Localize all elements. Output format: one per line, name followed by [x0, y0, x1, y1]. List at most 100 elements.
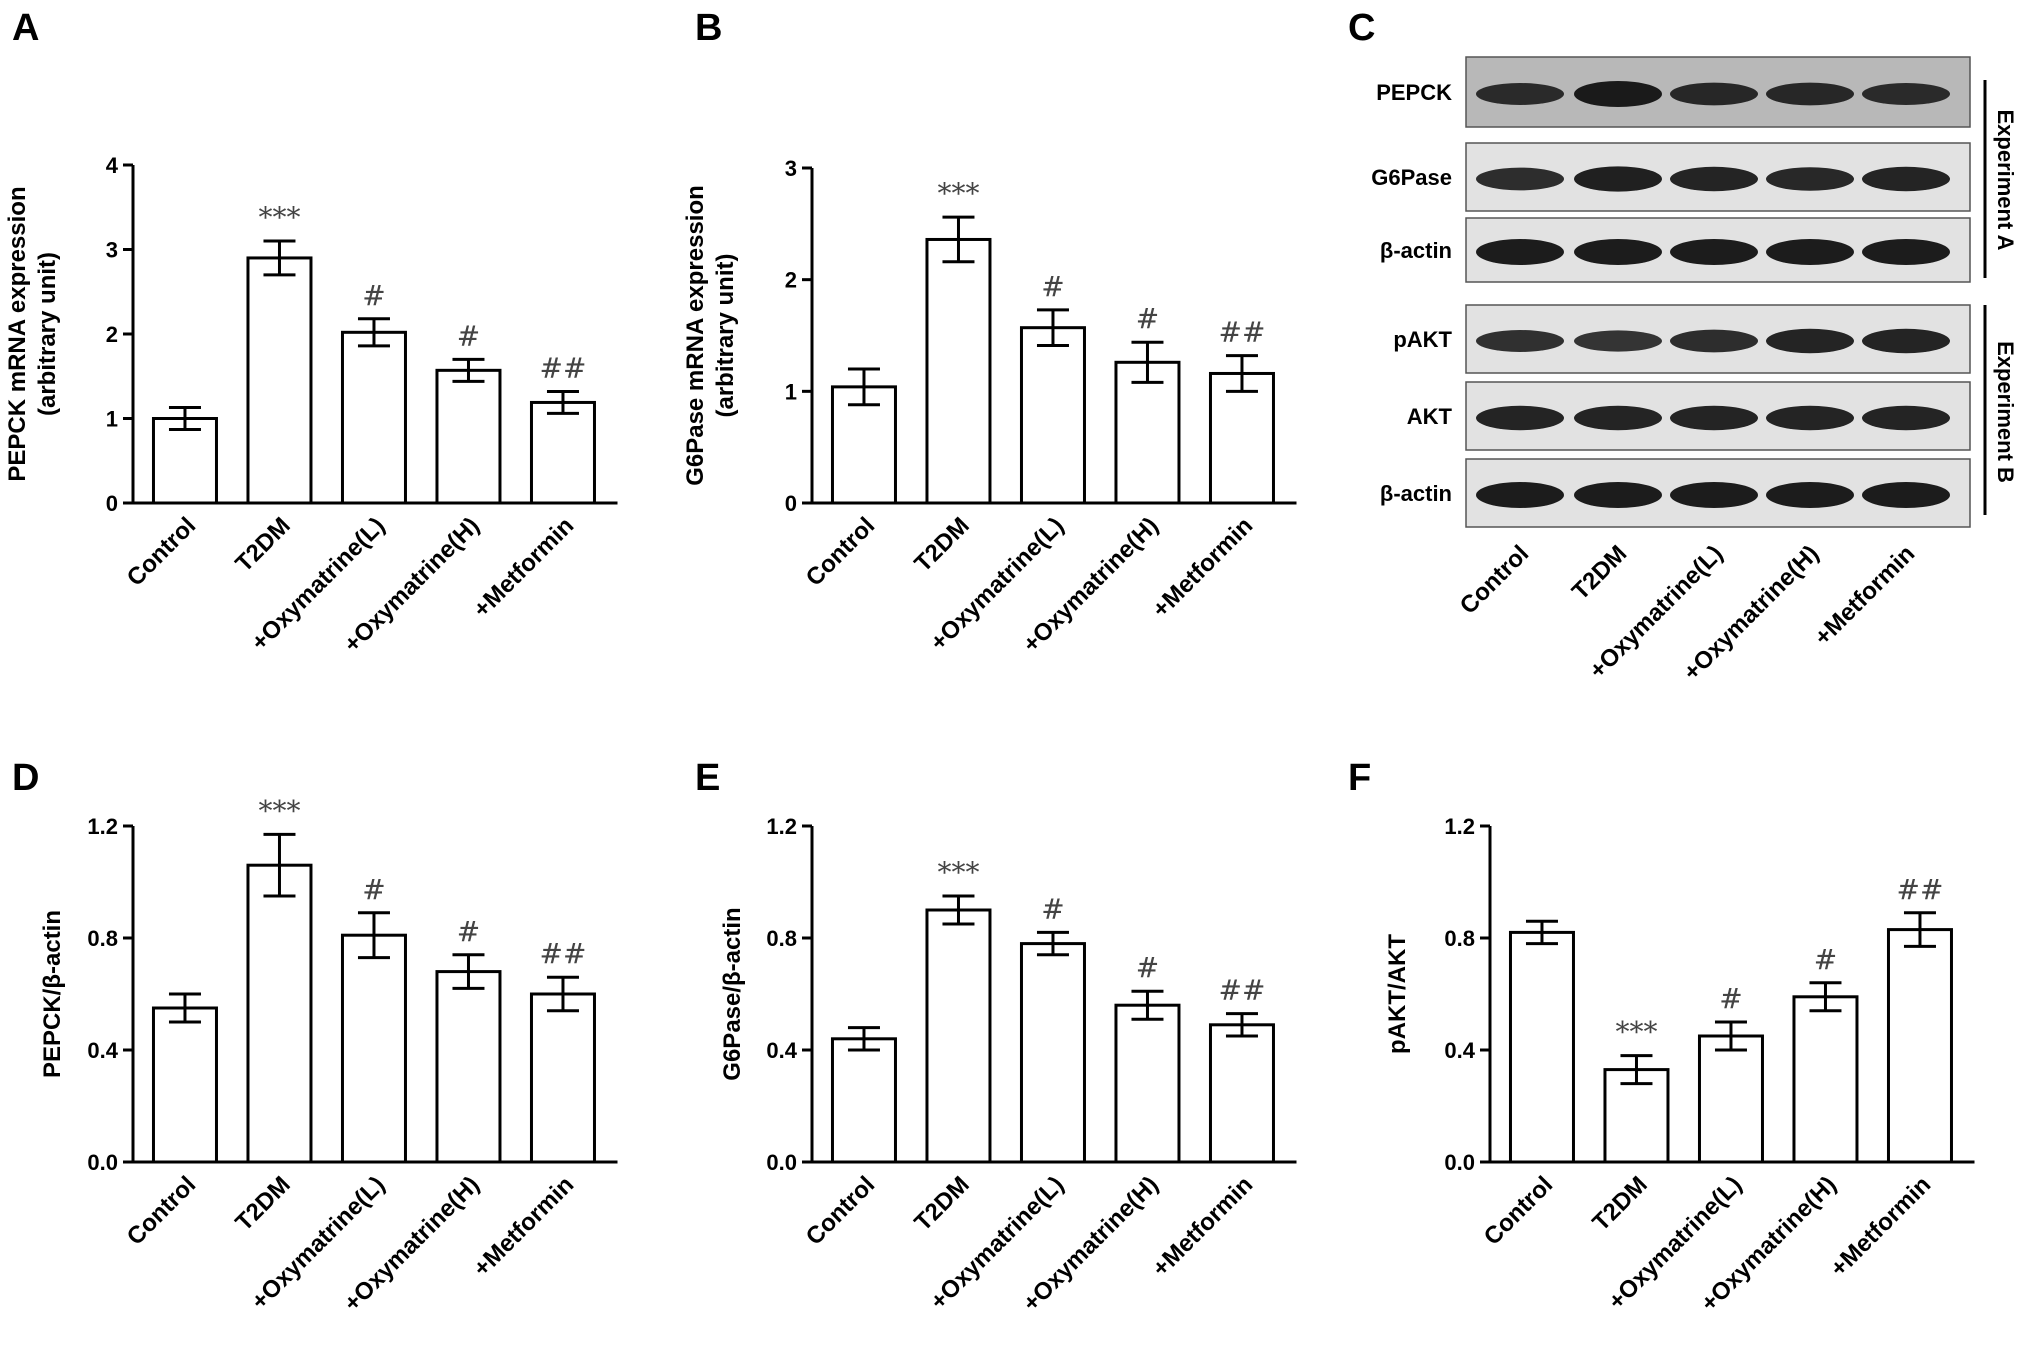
category-label: T2DM	[230, 1171, 295, 1236]
y-axis-title: PEPCK mRNA expression	[4, 186, 31, 481]
bar-3	[1019, 942, 1086, 1164]
blot-row-label: G6Pase	[1371, 165, 1452, 190]
blot-row: β-actin	[1380, 217, 1971, 283]
category-label: T2DM	[230, 512, 295, 577]
y-tick-label: 0.8	[766, 926, 797, 951]
y-axis-title: (arbitrary unit)	[34, 252, 61, 416]
bar-3	[1019, 326, 1086, 505]
category-label: +Metformin	[468, 512, 579, 623]
bar-1	[151, 1006, 218, 1164]
blot-row-label: β-actin	[1380, 481, 1452, 506]
bar-4	[1792, 995, 1859, 1164]
significance-marker: #	[1136, 951, 1159, 984]
y-tick-label: 0.8	[87, 926, 118, 951]
blot-row-label: AKT	[1407, 404, 1453, 429]
blot-band	[1574, 330, 1662, 352]
blot-row-label: PEPCK	[1376, 80, 1452, 105]
chart-panel-d: D 0.0 0.4 0.8 1.2 PEPCK/β-actin Control *** T2DM…	[12, 757, 618, 1317]
y-tick-label: 0.0	[1444, 1150, 1475, 1175]
blot-band	[1862, 482, 1950, 508]
significance-marker: ##	[1219, 316, 1266, 349]
chart-panel-b: B 0 1 2 3 G6Pase mRNA expression (arbitrary un…	[682, 7, 1297, 658]
experiment-a-label: Experiment A	[1993, 109, 2018, 250]
y-tick-label: 2	[106, 322, 118, 347]
category-label: Control	[801, 1171, 880, 1250]
category-label: T2DM	[909, 512, 974, 577]
bar-5	[529, 400, 596, 505]
blot-band	[1862, 405, 1950, 431]
y-tick-label: 1.2	[87, 814, 118, 839]
y-tick-label: 3	[106, 238, 118, 263]
blot-band	[1766, 328, 1854, 354]
bar-5	[1208, 371, 1275, 505]
category-label: +Metformin	[1825, 1171, 1936, 1282]
significance-marker: ##	[540, 351, 587, 384]
significance-marker: #	[457, 915, 480, 948]
blot-band	[1574, 482, 1662, 508]
blot-row: β-actin	[1380, 458, 1971, 528]
blot-band	[1766, 82, 1854, 106]
category-label: Control	[801, 512, 880, 591]
significance-marker: #	[1136, 302, 1159, 335]
y-tick-label: 0.4	[766, 1038, 797, 1063]
blot-row-label: pAKT	[1393, 327, 1452, 352]
lane-label: Control	[1455, 540, 1534, 619]
y-tick-label: 0.4	[87, 1038, 118, 1063]
bar-1	[1508, 930, 1575, 1164]
y-tick-label: 0.4	[1444, 1038, 1475, 1063]
blot-band	[1476, 330, 1564, 352]
panel-letter: F	[1348, 757, 1371, 799]
bar-2	[246, 256, 313, 505]
y-tick-label: 1	[106, 407, 118, 432]
lane-label: T2DM	[1567, 540, 1632, 605]
blot-band	[1574, 166, 1662, 192]
bar-4	[435, 368, 502, 505]
blot-band	[1862, 166, 1950, 192]
blot-band	[1766, 167, 1854, 191]
y-axis-title: PEPCK/β-actin	[39, 910, 66, 1078]
blot-band	[1862, 239, 1950, 265]
bar-2	[246, 863, 313, 1164]
blot-band	[1476, 167, 1564, 191]
y-axis-title: pAKT/AKT	[1384, 934, 1411, 1054]
significance-marker: ***	[1615, 1016, 1657, 1049]
blot-band	[1670, 239, 1758, 265]
y-tick-label: 2	[785, 268, 797, 293]
significance-marker: #	[1814, 943, 1837, 976]
bar-3	[340, 933, 407, 1164]
bar-3	[1697, 1034, 1764, 1164]
blot-band	[1670, 82, 1758, 106]
significance-marker: #	[457, 319, 480, 352]
panel-letter: D	[12, 757, 39, 799]
bar-4	[1114, 360, 1181, 505]
bar-5	[1886, 928, 1953, 1164]
blot-band	[1574, 405, 1662, 431]
panel-letter: B	[695, 7, 722, 49]
blot-band	[1574, 81, 1662, 107]
y-tick-label: 1.2	[1444, 814, 1475, 839]
panel-letter: E	[695, 757, 720, 799]
blot-band	[1670, 405, 1758, 431]
y-tick-label: 4	[106, 153, 119, 178]
y-axis-title: (arbitrary unit)	[712, 253, 739, 417]
y-tick-label: 0.8	[1444, 926, 1475, 951]
significance-marker: ##	[540, 937, 587, 970]
y-tick-label: 0.0	[766, 1150, 797, 1175]
significance-marker: ***	[937, 177, 979, 210]
y-tick-label: 0	[106, 491, 118, 516]
significance-marker: ***	[258, 794, 300, 827]
blot-band	[1670, 329, 1758, 353]
significance-marker: #	[1041, 270, 1064, 303]
bar-2	[925, 908, 992, 1164]
bar-1	[151, 417, 218, 505]
blot-band	[1766, 482, 1854, 508]
y-tick-label: 0.0	[87, 1150, 118, 1175]
bar-5	[1208, 1023, 1275, 1164]
y-tick-label: 1.2	[766, 814, 797, 839]
blot-band	[1670, 482, 1758, 508]
significance-marker: ##	[1897, 873, 1944, 906]
significance-marker: ***	[937, 856, 979, 889]
blot-band	[1766, 239, 1854, 265]
blot-band	[1476, 83, 1564, 105]
blot-row: PEPCK	[1376, 56, 1971, 128]
